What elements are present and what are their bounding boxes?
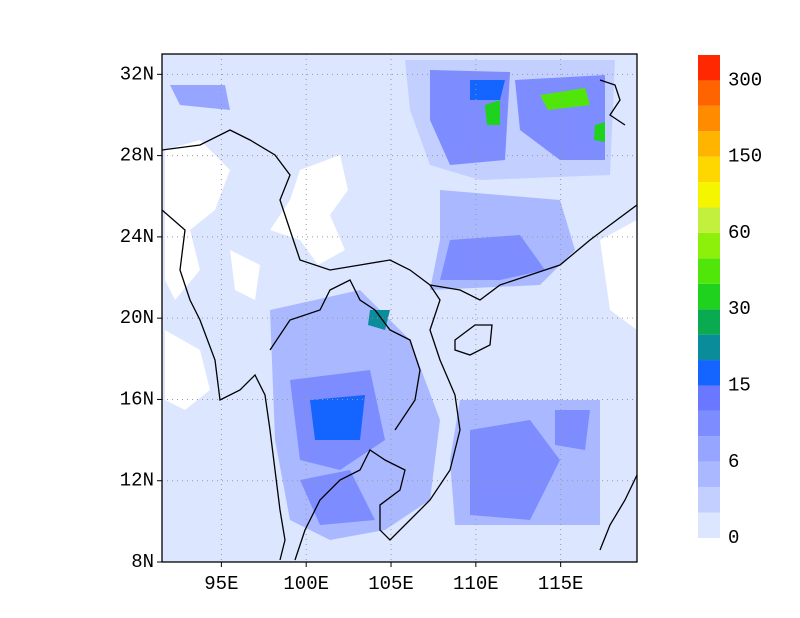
colorbar-swatch: [698, 309, 720, 335]
coastlines: [162, 79, 637, 561]
colorbar-swatch: [698, 156, 720, 183]
colorbar-swatch: [698, 487, 720, 513]
field-level: [310, 395, 365, 440]
colorbar-swatch: [698, 258, 720, 284]
colorbar-swatch: [698, 207, 720, 233]
lat-tick-label: 28N: [120, 145, 154, 167]
colorbar-label: 15: [728, 374, 751, 396]
lon-tick-label: 110E: [453, 573, 499, 595]
colorbar-swatch: [698, 232, 720, 259]
lon-tick-label: 95E: [204, 573, 238, 595]
colorbar-swatch: [698, 131, 720, 157]
lat-tick-label: 32N: [120, 63, 154, 85]
colorbar-swatch: [698, 283, 720, 310]
field-level: [540, 88, 590, 110]
field-level: [594, 122, 605, 142]
field-level: [555, 410, 590, 450]
colorbar-swatch: [698, 105, 720, 132]
lat-tick-label: 16N: [120, 388, 154, 410]
lat-tick-label: 8N: [131, 551, 154, 573]
colorbar-swatch: [698, 436, 720, 462]
field-level: [485, 100, 500, 125]
colorbar-swatch: [698, 80, 720, 106]
lat-tick-label: 24N: [120, 226, 154, 248]
field-level: [170, 85, 230, 110]
colorbar-swatch: [698, 512, 720, 538]
lon-tick-label: 115E: [538, 573, 584, 595]
colorbar-label: 0: [728, 527, 739, 549]
colorbar-swatch: [698, 55, 720, 81]
colorbar-swatch: [698, 410, 720, 437]
colorbar-label: 30: [728, 298, 751, 320]
lat-tick-label: 12N: [120, 470, 154, 492]
colorbar-label: 300: [728, 69, 762, 91]
colorbar-label: 150: [728, 146, 762, 168]
lat-tick-label: 20N: [120, 307, 154, 329]
colorbar-label: 60: [728, 222, 751, 244]
no-rain: [230, 250, 260, 300]
field-level: [368, 310, 390, 330]
no-rain: [270, 155, 348, 265]
lon-tick-label: 100E: [283, 573, 329, 595]
no-rain: [165, 330, 210, 410]
colorbar-swatch: [698, 461, 720, 488]
colorbar-swatch: [698, 334, 720, 361]
precip-field: [162, 54, 637, 562]
colorbar-swatch: [698, 360, 720, 386]
lon-tick-label: 105E: [368, 573, 414, 595]
field-level: [440, 235, 545, 280]
map-frame: [161, 53, 638, 563]
field-level: [470, 80, 505, 100]
colorbar-swatch: [698, 385, 720, 411]
no-rain: [600, 220, 637, 330]
colorbar-swatch: [698, 182, 720, 208]
field-level: [470, 420, 560, 520]
colorbar-label: 6: [728, 451, 739, 473]
field-level: [300, 470, 375, 525]
